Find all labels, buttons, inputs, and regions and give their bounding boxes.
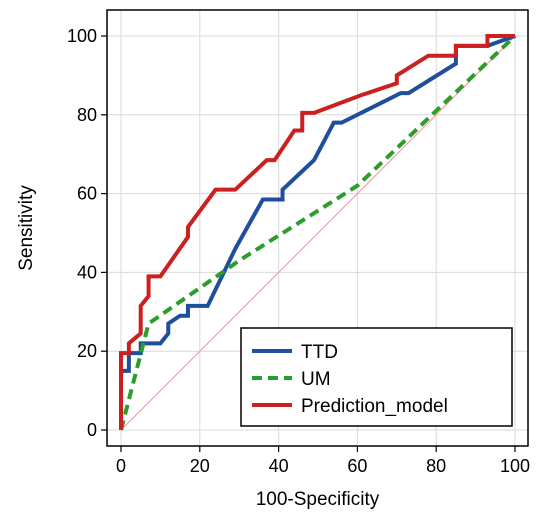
y-tick-label: 20 (77, 341, 97, 361)
series-lines (119, 34, 517, 431)
x-tick-label: 40 (269, 456, 289, 476)
x-tick-label: 0 (116, 456, 126, 476)
x-tick-label: 20 (190, 456, 210, 476)
legend-label: Prediction_model (301, 396, 448, 417)
legend-label: UM (301, 369, 331, 390)
series-line-um (119, 34, 517, 431)
y-tick-label: 40 (77, 262, 97, 282)
plot-frame (106, 9, 529, 447)
y-axis-label: Sensitivity (16, 185, 37, 271)
x-axis-ticks: 0 20 40 60 80 100 (116, 446, 530, 476)
reference-line (120, 35, 516, 431)
y-tick-label: 0 (87, 420, 97, 440)
legend: TTD UM Prediction_model (240, 327, 513, 427)
series-line-prediction-model (119, 34, 515, 430)
y-tick-label: 60 (77, 184, 97, 204)
reference-diagonal (120, 35, 516, 431)
x-tick-label: 80 (426, 456, 446, 476)
grid (107, 10, 528, 446)
legend-label: TTD (301, 342, 338, 363)
y-tick-label: 100 (67, 26, 97, 46)
y-tick-label: 80 (77, 105, 97, 125)
x-tick-label: 100 (500, 456, 530, 476)
y-axis-ticks: 0 20 40 60 80 100 (67, 26, 107, 440)
x-axis-label: 100-Specificity (256, 489, 380, 510)
x-tick-label: 60 (347, 456, 367, 476)
